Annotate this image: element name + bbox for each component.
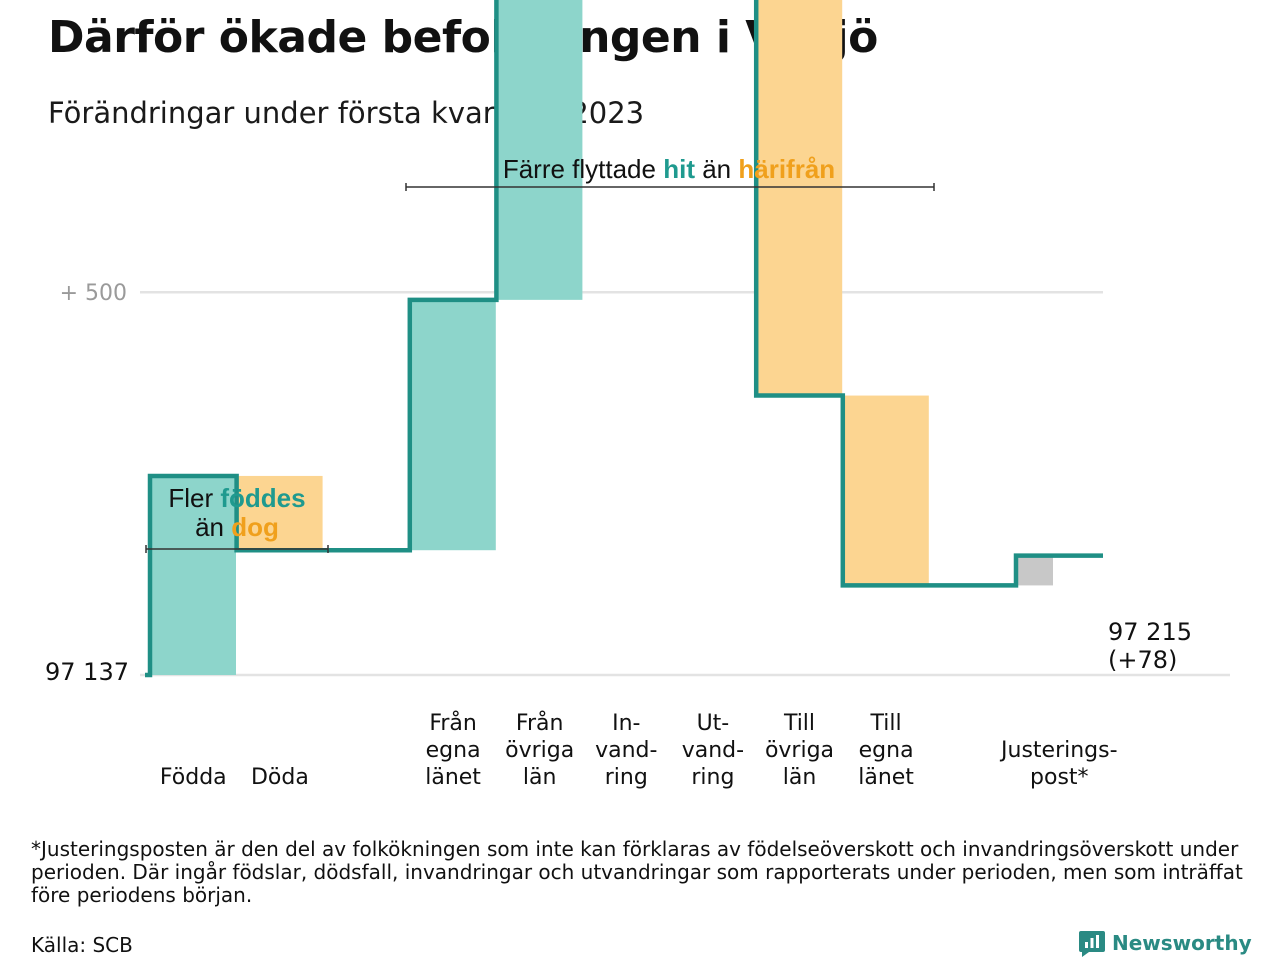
brand-name: Newsworthy <box>1112 931 1252 955</box>
bar-decrease <box>842 395 929 586</box>
category-label: Till <box>783 711 815 736</box>
category-label: egna <box>426 738 481 763</box>
migration-annotation-highlight: hit <box>663 154 695 184</box>
migration-annotation-highlight: härifrån <box>738 154 835 184</box>
category-label: vand- <box>595 738 657 763</box>
category-label: Födda <box>160 765 227 790</box>
births-annotation-text: Fler <box>168 483 220 513</box>
births-annotation-highlight: dog <box>231 512 279 542</box>
births-bracket <box>145 545 329 553</box>
bar-increase <box>150 475 236 675</box>
births-annotation-text: än <box>195 512 231 542</box>
bar-decrease <box>236 475 323 551</box>
migration-annotation-text: än <box>695 154 738 184</box>
end-change-label: (+78) <box>1108 646 1177 674</box>
cumulative-step-line <box>145 0 1103 678</box>
bar-increase <box>496 0 583 300</box>
category-label: länet <box>858 765 914 790</box>
chart-title: Därför ökade befolkningen i Växjö <box>48 12 878 63</box>
bar-increase <box>409 299 496 551</box>
migration-annotation: Färre flyttade hit än härifrån <box>503 154 835 184</box>
category-label: post* <box>1030 765 1089 790</box>
bars <box>150 0 1053 675</box>
category-label: Justerings- <box>999 738 1118 763</box>
newsworthy-logo-icon <box>1079 931 1105 957</box>
category-label: egna <box>859 738 914 763</box>
gridlines: + 500+1 000 <box>60 281 1230 677</box>
category-label: övriga <box>505 738 574 763</box>
cumulative-line <box>145 0 1103 678</box>
category-label: Ut- <box>697 711 730 736</box>
category-label: ring <box>605 765 648 790</box>
category-label: Från <box>429 710 477 736</box>
bar-decrease <box>756 0 843 396</box>
migration-bracket <box>405 183 935 191</box>
bar-adjustment <box>1017 555 1053 586</box>
category-labels: Födda DödaFrånegnalänetFrånövrigalänIn-va… <box>160 710 1118 790</box>
category-label: In- <box>612 711 640 736</box>
category-label: övriga <box>765 738 834 763</box>
start-value-label: 97 137 <box>45 658 129 686</box>
category-label: län <box>523 765 557 790</box>
source-note: Källa: SCB <box>31 933 133 957</box>
category-label: län <box>783 765 817 790</box>
category-label: Från <box>516 710 564 736</box>
category-label: Döda <box>251 765 309 790</box>
category-label: länet <box>425 765 481 790</box>
end-value-label: 97 215 <box>1108 618 1192 646</box>
footnote: *Justeringsposten är den del av folkökni… <box>31 837 1243 907</box>
births-annotation-highlight: föddes <box>220 483 305 513</box>
category-label: Till <box>870 711 902 736</box>
category-label: ring <box>691 765 734 790</box>
waterfall-chart: + 500+1 000 FöddaDödaFrånegnalänetFrånöv… <box>45 0 1230 790</box>
y-tick-label: + 500 <box>60 281 127 306</box>
brand-logo: Newsworthy <box>1078 928 1252 958</box>
births-annotation-line1: Fler föddes <box>168 483 305 513</box>
category-label: vand- <box>682 738 744 763</box>
births-annotation-line2: än dog <box>195 512 279 542</box>
migration-annotation-text: Färre flyttade <box>503 154 663 184</box>
